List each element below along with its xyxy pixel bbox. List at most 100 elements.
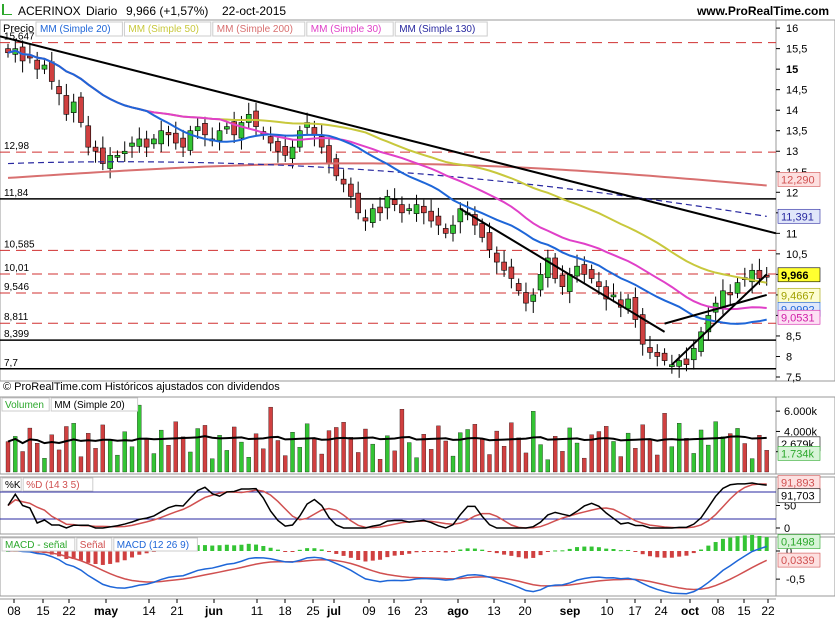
macd-hist-bar <box>611 548 616 551</box>
volume-bar <box>728 433 733 473</box>
volume-bar <box>501 446 507 473</box>
volume-bar <box>13 436 18 473</box>
price-tick-label: 11 <box>786 228 797 240</box>
volume-bar <box>348 437 354 473</box>
macd-hist-bar <box>757 535 762 551</box>
macd-hist-bar <box>312 548 317 551</box>
macd-hist-bar <box>137 551 142 555</box>
volume-bar <box>698 429 704 473</box>
level-label: 8,811 <box>4 312 29 323</box>
x-tick-label: 14 <box>142 604 156 618</box>
candle-body <box>63 95 70 115</box>
macd-hist-bar <box>246 543 251 551</box>
candle-body <box>165 132 172 136</box>
macd-hist-bar <box>290 551 295 552</box>
macd-hist-bar <box>545 551 550 552</box>
macd-hist-bar <box>720 538 725 551</box>
volume-bar <box>677 423 682 473</box>
macd-hist-bar <box>341 551 346 556</box>
macd-signal-badge: 0,0339 <box>781 555 815 567</box>
candle-body <box>41 64 48 70</box>
volume-bar <box>764 450 769 473</box>
volume-bar <box>261 448 266 473</box>
volume-badge-box <box>777 446 821 461</box>
candle-body <box>78 96 84 123</box>
macd-hist-bar <box>392 551 397 556</box>
volume-bar <box>42 458 47 473</box>
candle-body <box>275 141 281 152</box>
trendline-aug <box>459 207 666 333</box>
price-label: Precio <box>3 23 34 35</box>
candle-body <box>348 183 354 197</box>
legend-box <box>50 397 139 412</box>
macd-hist-bar <box>399 551 404 555</box>
candle-body <box>158 130 164 145</box>
candle-body <box>340 178 347 185</box>
candle-body <box>194 126 201 132</box>
volume-bar <box>428 449 434 473</box>
price-tick-label: 14,5 <box>786 85 807 97</box>
macd-hist-bar <box>326 551 331 552</box>
x-tick-label: 25 <box>306 604 320 618</box>
volume-bar <box>399 409 405 473</box>
macd-tick-label: 0 <box>786 546 792 558</box>
legend-item: MM (Simple 20) <box>54 400 125 411</box>
candle-body <box>632 297 639 320</box>
macd-hist-bar <box>764 537 769 551</box>
quote-label: 9,966 (+1,57%) <box>126 4 209 18</box>
level-label: 9,546 <box>4 282 29 293</box>
legend-box <box>35 21 123 37</box>
macd-hist-bar <box>348 551 353 558</box>
macd-signal-badge-box <box>777 552 821 568</box>
candle-body <box>574 265 580 277</box>
volume-bar <box>538 444 543 473</box>
volume-bar <box>151 453 157 473</box>
x-tick-label: 18 <box>278 604 292 618</box>
candle-body <box>48 61 55 82</box>
macd-hist-bar <box>662 551 667 558</box>
volume-bar <box>188 451 193 473</box>
legend-item: Volumen <box>5 400 44 411</box>
volume-bar <box>407 442 412 473</box>
volume-ma-line <box>7 435 767 445</box>
volume-bar <box>129 446 135 473</box>
volume-bar <box>20 451 25 473</box>
candle-body <box>5 48 11 54</box>
price-tick-label: 13 <box>786 146 798 158</box>
candle-body <box>136 138 143 147</box>
volume-bar <box>611 441 616 473</box>
price-value-badge-box <box>777 309 821 325</box>
macd-hist-bar <box>100 551 105 565</box>
macd-hist-bar <box>334 551 339 554</box>
price-value-badge-box <box>777 208 821 224</box>
volume-bar <box>560 451 565 473</box>
x-tick-label: 22 <box>761 604 775 618</box>
candle-body <box>100 147 106 164</box>
level-label: 10,01 <box>4 263 29 274</box>
macd-hist-bar <box>531 551 536 558</box>
candle-body <box>581 264 588 275</box>
ticker-icon <box>2 4 12 15</box>
x-tick-label: 22 <box>62 604 76 618</box>
price-tick-label: 13,5 <box>786 126 807 138</box>
candle-body <box>669 364 675 367</box>
uptrend-line <box>671 273 768 366</box>
x-tick-label: 15 <box>36 604 50 618</box>
x-tick-label: 21 <box>170 604 184 618</box>
volume-bar <box>122 431 127 473</box>
price-value-badge: 9,0531 <box>781 312 815 324</box>
level-label: 10,585 <box>4 239 35 250</box>
legend-item: MACD (12 26 9) <box>117 540 189 551</box>
macd-hist-bar <box>385 551 390 558</box>
legend-box <box>1 397 50 412</box>
candle-body <box>523 292 529 304</box>
macd-hist-bar <box>64 551 69 559</box>
legend-box <box>123 21 212 37</box>
volume-bar <box>239 441 244 473</box>
volume-bar <box>487 454 492 473</box>
candle-body <box>129 142 135 147</box>
macd-hist-bar <box>108 551 113 564</box>
macd-hist-bar <box>472 548 477 551</box>
site-label[interactable]: www.ProRealTime.com <box>696 4 829 18</box>
